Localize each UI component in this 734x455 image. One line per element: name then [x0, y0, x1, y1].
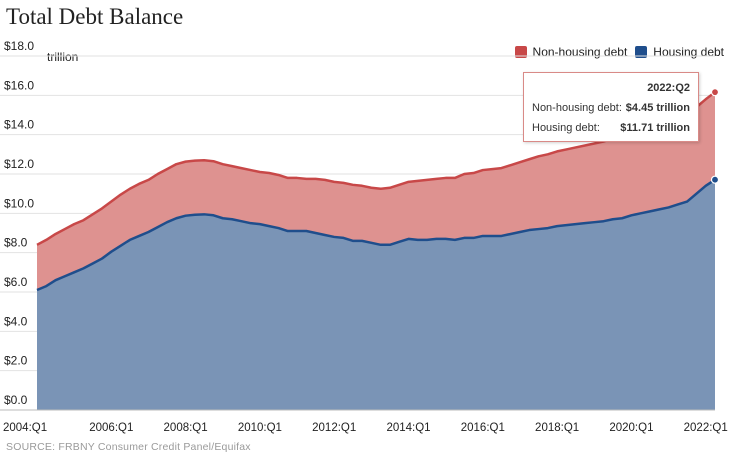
x-tick-label: 2004:Q1: [3, 422, 47, 434]
non-housing-area: [37, 92, 715, 291]
tooltip-row-non-housing: Non-housing debt: $4.45 trillion: [532, 102, 690, 114]
y-tick-label: $18.0: [4, 39, 34, 53]
x-tick-label: 2018:Q1: [535, 422, 579, 434]
y-unit-label: trillion: [47, 50, 79, 64]
tooltip-row-housing: Housing debt: $11.71 trillion: [532, 122, 690, 134]
x-tick-label: 2014:Q1: [386, 422, 430, 434]
x-tick-label: 2020:Q1: [609, 422, 653, 434]
y-tick-label: $8.0: [4, 236, 28, 250]
tooltip: 2022:Q2 Non-housing debt: $4.45 trillion…: [523, 72, 699, 142]
x-tick-label: 2006:Q1: [89, 422, 133, 434]
housing-area: [37, 179, 715, 410]
y-tick-label: $12.0: [4, 157, 34, 171]
x-tick-label: 2010:Q1: [238, 422, 282, 434]
tooltip-period: 2022:Q2: [647, 82, 690, 94]
housing-line: [36, 178, 716, 292]
x-tick-label: 2016:Q1: [461, 422, 505, 434]
x-tick-label: 2022:Q1: [684, 422, 728, 434]
y-tick-label: $2.0: [4, 354, 28, 368]
legend-swatch-housing: [635, 46, 648, 58]
tooltip-value-non-housing: $4.45 trillion: [625, 102, 690, 114]
non-housing-highlight-point: [710, 88, 720, 97]
y-tick-label: $10.0: [4, 196, 34, 210]
tooltip-label-housing: Housing debt:: [532, 122, 600, 134]
y-tick-label: $4.0: [4, 314, 28, 328]
y-tick-label: $0.0: [4, 393, 28, 407]
tooltip-label-non-housing: Non-housing debt:: [532, 102, 622, 114]
y-tick-label: $6.0: [4, 275, 28, 289]
x-tick-label: 2008:Q1: [164, 422, 208, 434]
source-note: SOURCE: FRBNY Consumer Credit Panel/Equi…: [6, 441, 251, 453]
y-tick-label: $14.0: [4, 118, 34, 132]
housing-highlight-point: [710, 175, 720, 184]
legend-swatch-non-housing: [514, 46, 527, 58]
chart-title: Total Debt Balance: [6, 4, 184, 29]
y-tick-label: $16.0: [4, 78, 34, 92]
x-tick-label: 2012:Q1: [312, 422, 356, 434]
tooltip-value-housing: $11.71 trillion: [620, 122, 690, 134]
